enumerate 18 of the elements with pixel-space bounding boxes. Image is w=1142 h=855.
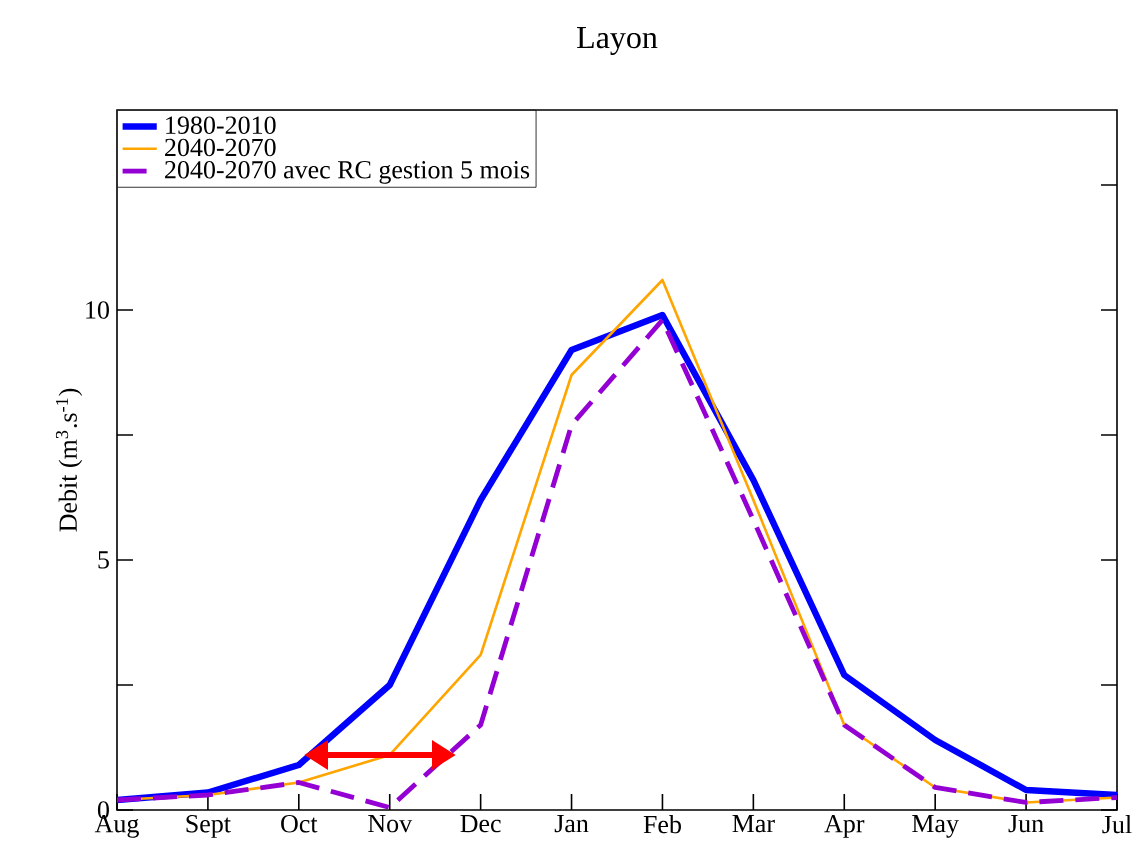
x-tick-label: Dec: [460, 815, 501, 833]
x-tick-label: May: [912, 815, 959, 838]
y-tick-label: 10: [86, 301, 109, 319]
x-tick-label: Sept: [186, 815, 231, 838]
x-tick-label: Jun: [1008, 815, 1044, 833]
legend-label: 2040-2070: [165, 138, 276, 157]
y-axis-title: Debit (m$^{3}$.s$^{-1}$): [55, 388, 83, 532]
chart-title: Layon: [577, 27, 658, 55]
y-tick-label: 5: [98, 551, 109, 569]
legend-label: 2040-2070 avec RC gestion 5 mois: [165, 160, 530, 184]
legend-label: 1980-2010: [166, 116, 276, 134]
x-tick-label: Nov: [368, 815, 413, 833]
x-tick-label: Feb: [643, 815, 681, 834]
x-tick-label: Oct: [281, 815, 318, 833]
x-tick-label: Mar: [732, 815, 775, 833]
x-tick-label: Jul: [1102, 815, 1132, 834]
x-tick-label: Jan: [554, 815, 589, 833]
x-tick-label: Apr: [824, 815, 865, 838]
